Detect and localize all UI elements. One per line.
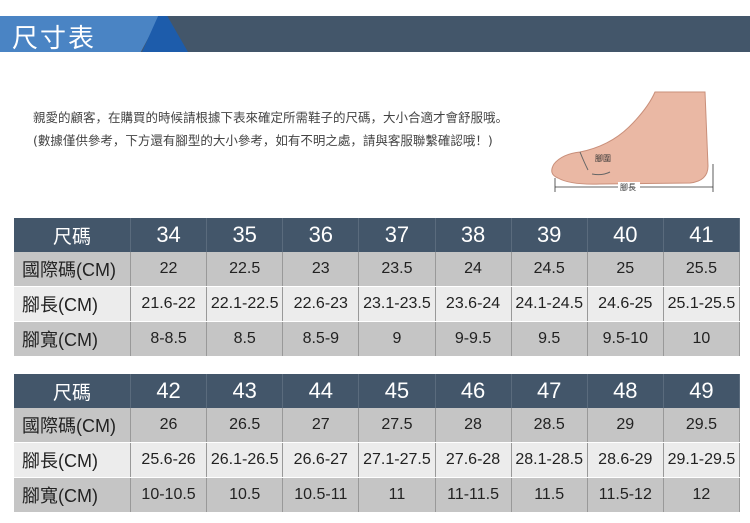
size-cell: 48 bbox=[587, 374, 664, 408]
value-cell: 10.5-11 bbox=[282, 477, 360, 512]
size-cell: 36 bbox=[282, 218, 360, 252]
value-cell: 9 bbox=[358, 321, 436, 356]
value-cell: 9.5-10 bbox=[587, 321, 664, 356]
row-label: 國際碼(CM) bbox=[14, 408, 131, 443]
value-cell: 9-9.5 bbox=[435, 321, 512, 356]
value-cell: 21.6-22 bbox=[130, 286, 208, 322]
size-cell: 35 bbox=[206, 218, 284, 252]
value-cell: 22 bbox=[130, 252, 208, 287]
value-cell: 27 bbox=[282, 408, 360, 443]
value-cell: 8-8.5 bbox=[130, 321, 208, 356]
girth-label: 腳圍 bbox=[595, 153, 611, 163]
value-cell: 11 bbox=[358, 477, 436, 512]
value-cell: 26.5 bbox=[206, 408, 284, 443]
row-label: 腳寬(CM) bbox=[14, 321, 131, 356]
size-cell: 34 bbox=[130, 218, 208, 252]
value-cell: 28 bbox=[435, 408, 512, 443]
value-cell: 22.5 bbox=[206, 252, 284, 287]
value-cell: 10 bbox=[663, 321, 741, 356]
value-cell: 11.5-12 bbox=[587, 477, 664, 512]
size-cell: 47 bbox=[511, 374, 588, 408]
value-cell: 23 bbox=[282, 252, 360, 287]
header-label: 尺碼 bbox=[14, 218, 131, 252]
row-label: 腳長(CM) bbox=[14, 286, 131, 322]
table-row: 腳長(CM) 21.6-22 22.1-22.5 22.6-23 23.1-23.5 23… bbox=[14, 286, 741, 322]
size-cell: 45 bbox=[358, 374, 436, 408]
size-cell: 38 bbox=[435, 218, 512, 252]
value-cell: 24 bbox=[435, 252, 512, 287]
value-cell: 28.6-29 bbox=[587, 442, 664, 478]
size-cell: 42 bbox=[130, 374, 208, 408]
value-cell: 10.5 bbox=[206, 477, 284, 512]
table-row: 腳寬(CM) 8-8.5 8.5 8.5-9 9 9-9.5 9.5 9.5-10 10 bbox=[14, 321, 741, 356]
value-cell: 29 bbox=[587, 408, 664, 443]
size-cell: 43 bbox=[206, 374, 284, 408]
size-cell: 37 bbox=[358, 218, 436, 252]
value-cell: 10-10.5 bbox=[130, 477, 208, 512]
value-cell: 12 bbox=[663, 477, 741, 512]
value-cell: 24.5 bbox=[511, 252, 588, 287]
value-cell: 9.5 bbox=[511, 321, 588, 356]
value-cell: 26.6-27 bbox=[282, 442, 360, 478]
size-table-1: 尺碼 34 35 36 37 38 39 40 41 國際碼(CM) 22 22.5… bbox=[14, 218, 741, 356]
value-cell: 23.5 bbox=[358, 252, 436, 287]
size-header-row: 尺碼 34 35 36 37 38 39 40 41 bbox=[14, 218, 741, 252]
size-cell: 41 bbox=[663, 218, 741, 252]
row-label: 腳寬(CM) bbox=[14, 477, 131, 512]
value-cell: 25 bbox=[587, 252, 664, 287]
value-cell: 24.1-24.5 bbox=[511, 286, 588, 322]
size-header-row: 尺碼 42 43 44 45 46 47 48 49 bbox=[14, 374, 741, 408]
value-cell: 25.6-26 bbox=[130, 442, 208, 478]
value-cell: 25.5 bbox=[663, 252, 741, 287]
value-cell: 22.1-22.5 bbox=[206, 286, 284, 322]
table-row: 國際碼(CM) 26 26.5 27 27.5 28 28.5 29 29.5 bbox=[14, 408, 741, 443]
size-cell: 44 bbox=[282, 374, 360, 408]
value-cell: 23.6-24 bbox=[435, 286, 512, 322]
size-cell: 40 bbox=[587, 218, 664, 252]
value-cell: 28.1-28.5 bbox=[511, 442, 588, 478]
value-cell: 26.1-26.5 bbox=[206, 442, 284, 478]
banner-accent bbox=[0, 16, 160, 52]
value-cell: 24.6-25 bbox=[587, 286, 664, 322]
value-cell: 11-11.5 bbox=[435, 477, 512, 512]
table-row: 腳寬(CM) 10-10.5 10.5 10.5-11 11 11-11.5 11.5 11.… bbox=[14, 477, 741, 512]
value-cell: 28.5 bbox=[511, 408, 588, 443]
size-table-2: 尺碼 42 43 44 45 46 47 48 49 國際碼(CM) 26 26.5… bbox=[14, 374, 741, 512]
length-label: 腳長 bbox=[620, 182, 636, 192]
value-cell: 8.5 bbox=[206, 321, 284, 356]
header-label: 尺碼 bbox=[14, 374, 131, 408]
value-cell: 22.6-23 bbox=[282, 286, 360, 322]
value-cell: 29.5 bbox=[663, 408, 741, 443]
value-cell: 11.5 bbox=[511, 477, 588, 512]
value-cell: 27.1-27.5 bbox=[358, 442, 436, 478]
row-label: 腳長(CM) bbox=[14, 442, 131, 478]
value-cell: 26 bbox=[130, 408, 208, 443]
value-cell: 23.1-23.5 bbox=[358, 286, 436, 322]
foot-illustration bbox=[551, 91, 709, 185]
table-row: 國際碼(CM) 22 22.5 23 23.5 24 24.5 25 25.5 bbox=[14, 252, 741, 287]
intro-text: 親愛的顧客，在購買的時候請根據下表來確定所需鞋子的尺碼，大小合適才會舒服哦。 (… bbox=[33, 110, 509, 148]
table-row: 腳長(CM) 25.6-26 26.1-26.5 26.6-27 27.1-27.5 27… bbox=[14, 442, 741, 478]
foot-diagram: 腳圍 腳長 bbox=[551, 91, 714, 192]
value-cell: 29.1-29.5 bbox=[663, 442, 741, 478]
page-title: 尺寸表 bbox=[12, 24, 97, 54]
value-cell: 25.1-25.5 bbox=[663, 286, 741, 322]
value-cell: 8.5-9 bbox=[282, 321, 360, 356]
section-banner: 尺寸表 bbox=[0, 16, 750, 54]
size-cell: 39 bbox=[511, 218, 588, 252]
size-cell: 46 bbox=[435, 374, 512, 408]
size-cell: 49 bbox=[663, 374, 741, 408]
value-cell: 27.6-28 bbox=[435, 442, 512, 478]
row-label: 國際碼(CM) bbox=[14, 252, 131, 287]
value-cell: 27.5 bbox=[358, 408, 436, 443]
